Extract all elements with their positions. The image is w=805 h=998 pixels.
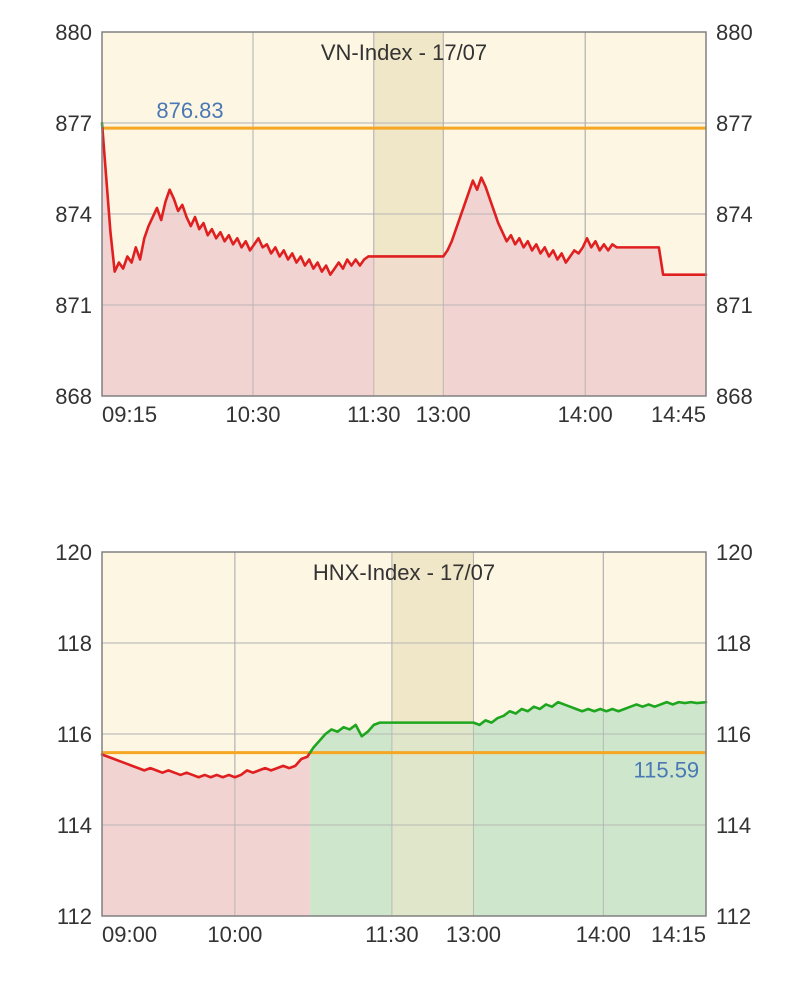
- ytick-left: 118: [57, 631, 92, 656]
- chart-container: { "container": { "width": 805, "height":…: [0, 0, 805, 998]
- chart-title: HNX-Index - 17/07: [313, 560, 495, 585]
- xtick: 14:00: [558, 402, 613, 427]
- xtick: 10:00: [207, 922, 262, 947]
- ytick-right: 120: [716, 540, 753, 565]
- ref-line-label: 115.59: [634, 758, 700, 783]
- ytick-left: 877: [55, 111, 92, 136]
- xtick: 09:00: [102, 922, 157, 947]
- xtick: 11:30: [347, 402, 400, 427]
- ref-line-label: 876.83: [156, 98, 223, 123]
- ytick-left: 880: [55, 20, 92, 45]
- xtick: 13:00: [446, 922, 501, 947]
- ytick-left: 868: [55, 384, 92, 409]
- ytick-right: 874: [716, 202, 753, 227]
- ytick-left: 112: [57, 904, 92, 929]
- ytick-right: 112: [716, 904, 751, 929]
- ytick-left: 874: [55, 202, 92, 227]
- ytick-left: 114: [57, 813, 92, 838]
- ytick-right: 116: [716, 722, 751, 747]
- xtick: 10:30: [225, 402, 280, 427]
- ytick-left: 116: [57, 722, 92, 747]
- chart-title: VN-Index - 17/07: [321, 40, 487, 65]
- xtick: 13:00: [416, 402, 471, 427]
- ytick-right: 114: [716, 813, 751, 838]
- xtick: 09:15: [102, 402, 157, 427]
- chart-hnx-index: HNX-Index - 17/07 112 112 114 114 116 116 118 11…: [24, 538, 784, 972]
- ytick-right: 880: [716, 20, 753, 45]
- chart-vn-index: VN-Index - 17/07 868 868 871 871 874 874 877 877…: [24, 18, 784, 452]
- ytick-right: 868: [716, 384, 753, 409]
- ytick-left: 871: [55, 293, 92, 318]
- ytick-right: 877: [716, 111, 753, 136]
- xtick: 14:45: [651, 402, 706, 427]
- ytick-left: 120: [55, 540, 92, 565]
- xtick: 11:30: [365, 922, 418, 947]
- ytick-right: 871: [716, 293, 753, 318]
- xtick: 14:00: [576, 922, 631, 947]
- xtick: 14:15: [651, 922, 706, 947]
- ytick-right: 118: [716, 631, 751, 656]
